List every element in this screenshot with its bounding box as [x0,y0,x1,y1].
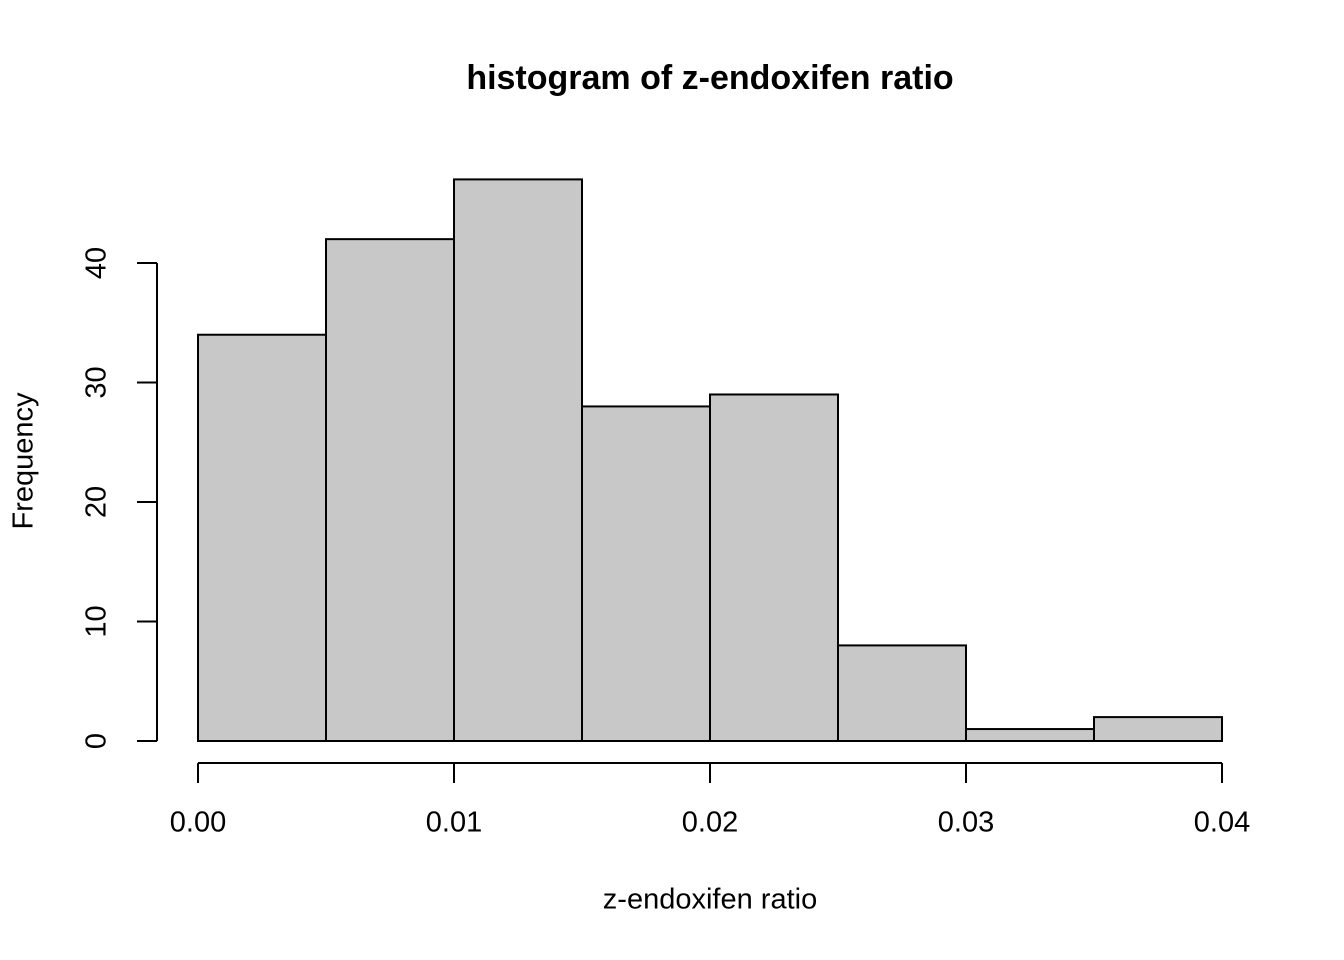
x-tick-label: 0.00 [170,807,226,839]
x-tick-label: 0.02 [682,807,738,839]
bar [453,178,583,742]
y-tick-label: 30 [81,366,113,398]
y-tick-label: 10 [81,605,113,637]
x-axis-label: z-endoxifen ratio [603,884,817,916]
y-tick-label: 0 [81,733,113,749]
bar [1093,716,1223,742]
chart-title: histogram of z-endoxifen ratio [466,59,953,97]
y-tick-label: 20 [81,486,113,518]
x-tick-label: 0.01 [426,807,482,839]
bar [709,393,839,742]
bar [325,238,455,742]
x-tick-label: 0.03 [938,807,994,839]
bar [581,405,711,742]
y-axis-label: Frequency [8,392,40,530]
bar [837,644,967,742]
bar [965,728,1095,743]
bar [197,333,327,742]
x-tick-label: 0.04 [1194,807,1250,839]
y-tick-label: 40 [81,247,113,279]
